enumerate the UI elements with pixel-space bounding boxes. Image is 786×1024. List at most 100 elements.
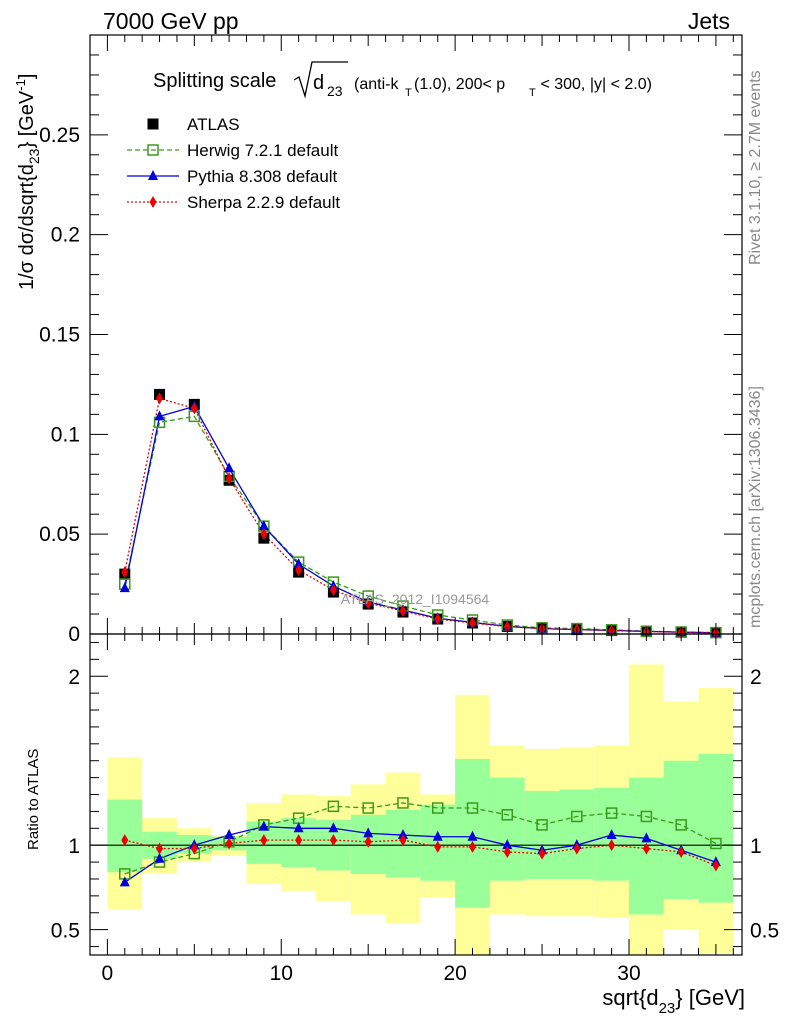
- main-point: [434, 613, 442, 626]
- ratio-point: [190, 842, 198, 855]
- ratio-point: [538, 847, 546, 860]
- main-point: [364, 597, 372, 610]
- ratio-point: [536, 819, 548, 831]
- ratio-point: [329, 834, 337, 847]
- ratio-point: [121, 834, 129, 847]
- legend: ATLAS Herwig 7.2.1 default Pythia 8.308 de…: [127, 115, 340, 212]
- ratio-point: [397, 829, 408, 840]
- ratio-point: [606, 829, 617, 840]
- ratio-point: [156, 842, 164, 855]
- stat-band-bin: [559, 789, 595, 879]
- ratio-point: [434, 840, 442, 853]
- ylabel-a: 1/σ dσ/dsqrt{d: [16, 164, 38, 290]
- title-anti-sub: T: [405, 87, 412, 99]
- header-right: Jets: [688, 8, 730, 34]
- ratio-point: [260, 834, 268, 847]
- ratio-point: [502, 839, 513, 850]
- ratio-point: [675, 819, 687, 831]
- ratio-point: [608, 839, 616, 852]
- y-tick-label: 0.25: [39, 124, 80, 147]
- ratio-point: [677, 845, 685, 858]
- title-prefix: Splitting scale: [153, 70, 276, 92]
- main-point: [260, 528, 268, 541]
- main-point: [224, 462, 235, 473]
- ratio-xlabel: sqrt{d23} [GeV]: [602, 985, 745, 1017]
- ratio-point: [573, 842, 581, 855]
- main-point: [156, 392, 164, 405]
- x-tick-label: 20: [443, 962, 466, 985]
- main-point: [258, 520, 269, 531]
- y-tick-label-right: 1: [750, 835, 762, 858]
- y-tick-label: 0.15: [39, 324, 80, 347]
- x-tick-label: 0: [102, 962, 114, 985]
- ratio-point: [364, 835, 372, 848]
- title-sqrt-arg: d: [313, 72, 324, 94]
- x-tick-label: 10: [270, 962, 293, 985]
- main-panel-axes: 0 0.05 0.1 0.15 0.2 0.25: [39, 34, 743, 646]
- ylabel-sub: 23: [26, 148, 42, 164]
- rivet-label: Rivet 3.1.10, ≥ 2.7M events: [747, 70, 764, 265]
- main-series-line: [124, 415, 716, 634]
- ratio-point: [258, 820, 269, 831]
- legend-marker: [149, 196, 157, 208]
- main-point: [329, 584, 337, 597]
- ratio-point: [362, 802, 374, 814]
- ratio-point: [119, 876, 130, 887]
- legend-marker: [148, 170, 158, 180]
- x-tick-label: 30: [617, 962, 640, 985]
- ratio-point: [363, 827, 374, 838]
- ratio-point: [327, 800, 340, 813]
- main-point: [154, 410, 165, 421]
- main-series-line: [124, 405, 716, 634]
- ratio-point: [397, 797, 409, 809]
- main-ylabel: 1/σ dσ/dsqrt{d23} [GeV-1]: [13, 74, 42, 290]
- xlabel-sub: 23: [659, 1000, 676, 1017]
- ratio-point: [640, 810, 653, 823]
- title-sqrt-sub: 23: [327, 83, 343, 99]
- y-tick-label-right: 0.5: [750, 920, 779, 943]
- title-anti: (anti-k: [354, 76, 399, 93]
- legend-marker: [147, 144, 159, 156]
- ratio-point: [432, 830, 443, 841]
- ratio-point: [503, 845, 511, 858]
- ratio-point: [399, 834, 407, 847]
- main-point: [293, 558, 304, 569]
- legend-label: Sherpa 2.2.9 default: [187, 193, 340, 212]
- legend-marker: [147, 118, 159, 130]
- main-point: [190, 402, 198, 415]
- ratio-point: [605, 807, 618, 819]
- ratio-point: [571, 810, 583, 823]
- ylabel-c: ]: [16, 74, 38, 80]
- ratio-point: [224, 829, 235, 840]
- y-tick-label: 0: [68, 623, 80, 646]
- ratio-point: [293, 822, 304, 833]
- main-point: [119, 582, 130, 593]
- ratio-point: [501, 809, 514, 821]
- ratio-point: [225, 837, 233, 850]
- main-point: [503, 620, 511, 633]
- ratio-point: [710, 837, 722, 850]
- main-point: [399, 605, 407, 618]
- xlabel-b: } [GeV]: [675, 985, 745, 1010]
- legend-label: Pythia 8.308 default: [187, 167, 338, 186]
- y-tick-label: 2: [68, 666, 80, 689]
- main-series-line: [124, 397, 716, 634]
- sqrt-symbol: [293, 61, 348, 99]
- ratio-series-line: [124, 802, 717, 875]
- ratio-point: [431, 802, 444, 814]
- mcplots-label: mcplots.cern.ch [arXiv:1306.3436]: [747, 386, 764, 628]
- ylabel-sup: -1: [13, 79, 28, 91]
- ratio-point: [641, 832, 652, 843]
- ratio-point: [466, 802, 479, 814]
- ratio-panel-data: [90, 797, 742, 887]
- y-tick-label: 0.05: [39, 523, 80, 546]
- main-chart-title: Splitting scale d 23 (anti-k T (1.0), 20…: [153, 61, 652, 99]
- ratio-ylabel: Ratio to ATLAS: [25, 749, 42, 850]
- ratio-point: [154, 852, 165, 863]
- xlabel-a: sqrt{d: [602, 985, 658, 1010]
- title-tail: < 300, |y| < 2.0): [536, 76, 652, 93]
- y-tick-label: 1: [68, 835, 80, 858]
- legend-label: ATLAS: [187, 115, 240, 134]
- y-tick-label: 0.5: [51, 920, 80, 943]
